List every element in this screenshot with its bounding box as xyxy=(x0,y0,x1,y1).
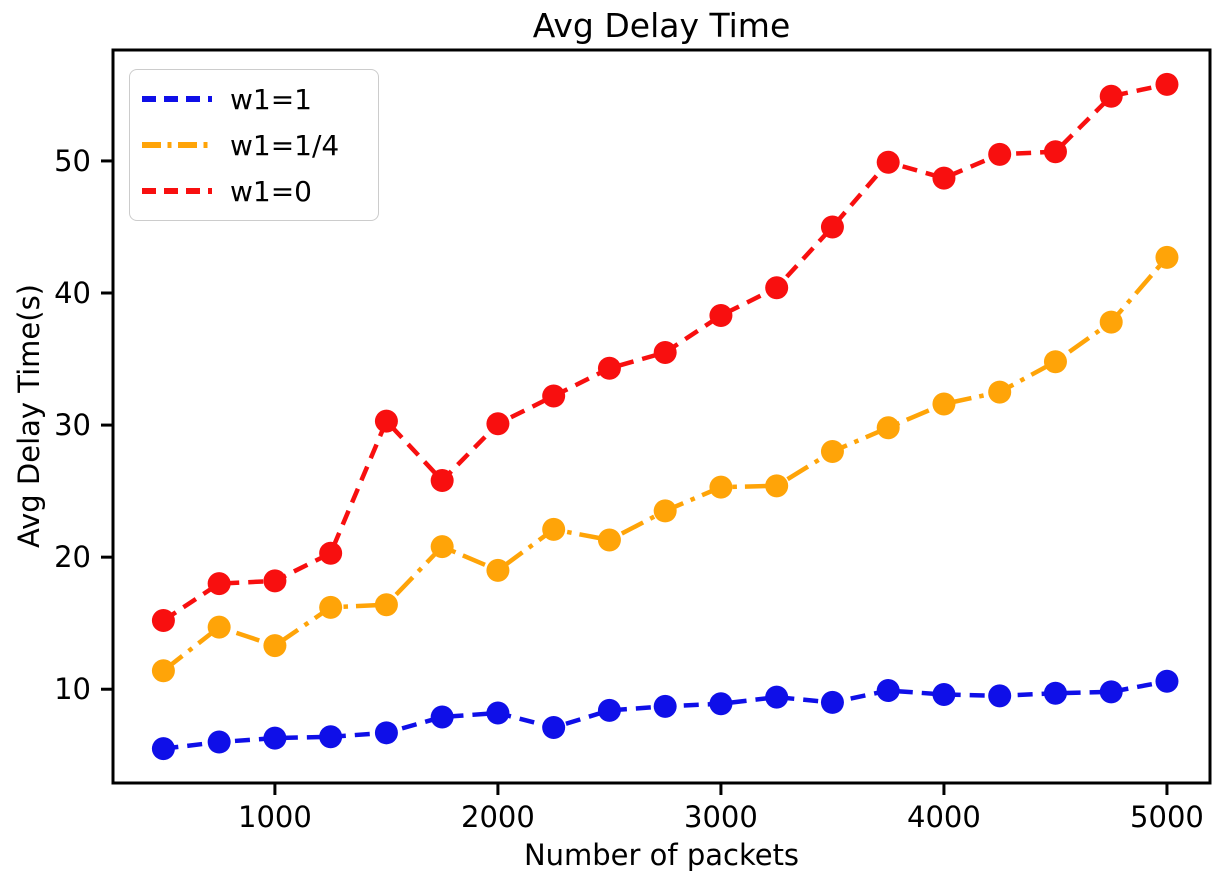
y-tick-label-2: 30 xyxy=(54,408,91,442)
data-point-w1=1/4-0 xyxy=(151,659,175,683)
data-point-w1=1/4-14 xyxy=(932,392,956,416)
data-point-w1=1/4-3 xyxy=(319,595,343,619)
x-tick-label-4: 5000 xyxy=(1130,800,1204,834)
legend-item-0: w1=1 xyxy=(140,83,368,116)
data-point-w1=1-6 xyxy=(486,701,510,725)
data-point-w1=0-12 xyxy=(820,215,844,239)
x-tick-label-3: 4000 xyxy=(907,800,981,834)
legend-line-sample-2 xyxy=(142,188,212,194)
data-point-w1=1/4-8 xyxy=(597,528,621,552)
y-axis-label: Avg Delay Time(s) xyxy=(12,283,46,549)
data-point-w1=1-15 xyxy=(988,684,1012,708)
data-point-w1=1-3 xyxy=(319,725,343,749)
data-point-w1=0-18 xyxy=(1155,72,1179,96)
legend-item-2: w1=0 xyxy=(140,175,368,208)
data-point-w1=1-11 xyxy=(765,685,789,709)
x-tick-label-0: 1000 xyxy=(238,800,312,834)
data-point-w1=1-12 xyxy=(820,690,844,714)
data-point-w1=0-8 xyxy=(597,356,621,380)
data-point-w1=1-18 xyxy=(1155,669,1179,693)
data-point-w1=1/4-18 xyxy=(1155,245,1179,269)
data-point-w1=1/4-17 xyxy=(1099,310,1123,334)
data-point-w1=0-17 xyxy=(1099,84,1123,108)
chart-title: Avg Delay Time xyxy=(532,6,791,45)
data-point-w1=1/4-4 xyxy=(374,593,398,617)
legend-line-sample-0 xyxy=(142,96,212,102)
data-point-w1=1-1 xyxy=(207,730,231,754)
data-point-w1=1-10 xyxy=(709,692,733,716)
data-point-w1=1/4-9 xyxy=(653,499,677,523)
data-point-w1=1/4-13 xyxy=(876,416,900,440)
data-point-w1=0-6 xyxy=(486,412,510,436)
data-point-w1=1/4-6 xyxy=(486,558,510,582)
data-point-w1=1-17 xyxy=(1099,680,1123,704)
data-point-w1=1-5 xyxy=(430,705,454,729)
data-point-w1=1/4-5 xyxy=(430,535,454,559)
legend-label-0: w1=1 xyxy=(230,82,312,116)
data-point-w1=0-15 xyxy=(988,142,1012,166)
data-point-w1=0-16 xyxy=(1043,140,1067,164)
data-point-w1=0-7 xyxy=(542,384,566,408)
data-point-w1=1-2 xyxy=(263,726,287,750)
data-point-w1=1/4-10 xyxy=(709,475,733,499)
data-point-w1=1-14 xyxy=(932,683,956,707)
data-point-w1=0-14 xyxy=(932,166,956,190)
y-tick-label-1: 20 xyxy=(54,540,91,574)
data-point-w1=1/4-16 xyxy=(1043,350,1067,374)
y-tick-label-3: 40 xyxy=(54,276,91,310)
data-point-w1=0-0 xyxy=(151,609,175,633)
legend: w1=1 w1=1/4 w1=0 xyxy=(129,69,379,221)
data-point-w1=1/4-12 xyxy=(820,439,844,463)
plot-frame xyxy=(111,48,1212,785)
data-point-w1=1-4 xyxy=(374,721,398,745)
data-point-w1=0-13 xyxy=(876,150,900,174)
data-point-w1=1-13 xyxy=(876,679,900,703)
data-point-w1=1-16 xyxy=(1043,681,1067,705)
data-point-w1=1-0 xyxy=(151,737,175,761)
data-point-w1=0-3 xyxy=(319,541,343,565)
data-point-w1=1-7 xyxy=(542,716,566,740)
series-line-w1=1/4 xyxy=(162,255,1169,673)
data-point-w1=0-9 xyxy=(653,340,677,364)
data-point-w1=1/4-1 xyxy=(207,615,231,639)
x-axis-label: Number of packets xyxy=(523,838,800,872)
data-point-w1=0-5 xyxy=(430,469,454,493)
legend-label-1: w1=1/4 xyxy=(230,128,340,162)
legend-item-1: w1=1/4 xyxy=(140,129,368,162)
data-point-w1=0-4 xyxy=(374,409,398,433)
data-point-w1=1/4-11 xyxy=(765,474,789,498)
data-point-w1=0-10 xyxy=(709,303,733,327)
data-point-w1=1/4-7 xyxy=(542,517,566,541)
legend-label-2: w1=0 xyxy=(230,174,312,208)
data-point-w1=1/4-15 xyxy=(988,380,1012,404)
legend-line-sample-1 xyxy=(142,142,212,148)
data-point-w1=1-9 xyxy=(653,694,677,718)
data-point-w1=1-8 xyxy=(597,698,621,722)
data-point-w1=0-11 xyxy=(765,276,789,300)
data-point-w1=1/4-2 xyxy=(263,634,287,658)
data-point-w1=0-2 xyxy=(263,569,287,593)
x-tick-label-1: 2000 xyxy=(461,800,535,834)
y-tick-label-4: 50 xyxy=(54,144,91,178)
y-tick-label-0: 10 xyxy=(54,672,91,706)
x-tick-label-2: 3000 xyxy=(684,800,758,834)
data-point-w1=0-1 xyxy=(207,572,231,596)
